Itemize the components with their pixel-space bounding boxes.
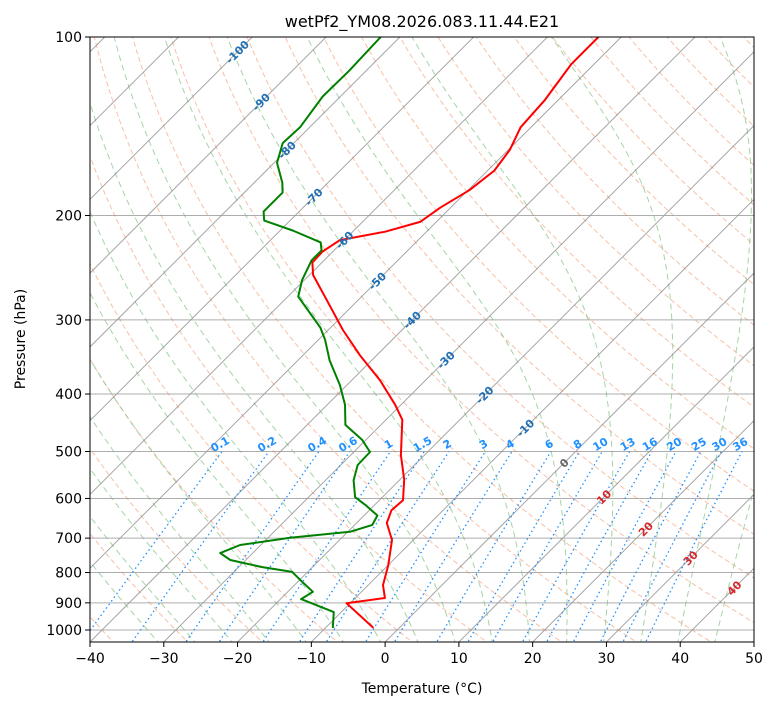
dry-adiabat [131,37,638,642]
dry-adiabat [93,37,563,642]
dry-adiabat [769,24,775,645]
y-tick-label: 600 [55,491,82,507]
mixing-ratio-line [491,451,603,642]
dry-adiabat [437,37,754,367]
dry-adiabat [361,37,754,450]
x-tick-label: 30 [598,651,616,667]
x-tick-label: 0 [381,651,390,667]
mixing-ratio-label: 3 [477,437,490,452]
isotherm [90,37,549,496]
moist-adiabat [90,210,382,642]
mixing-ratio-line [435,451,552,642]
isotherm [90,37,327,274]
axes: −40 −30 −20 −10 0 10 20 30 40 50 100 200 300 400 500 60… [46,30,763,667]
x-tick-label: −40 [75,651,105,667]
isotherm [163,51,754,642]
isotherm [458,346,754,642]
y-tick-label: 400 [55,387,82,403]
dry-adiabat [90,262,413,642]
x-tick-label: 20 [524,651,542,667]
mixing-ratio-line [90,451,223,632]
mixing-ratio-line [622,451,722,642]
mixing-ratio-line [599,451,702,642]
dewpoint-profile [219,37,382,628]
mixing-ratio-line [262,451,392,642]
isotherm [531,419,754,642]
moist-adiabat [90,415,270,642]
mixing-ratio-line [325,451,450,642]
y-tick-label: 700 [55,531,82,547]
dry-adiabat [90,358,339,642]
mixing-ratio-line [644,451,743,642]
background-lines [0,10,775,655]
mixing-ratio-line [521,451,631,642]
dry-adiabat [284,37,754,535]
y-tick-label: 100 [55,30,82,46]
mixing-ratio-line [298,451,425,642]
y-tick-label: 300 [55,313,82,329]
y-tick-label: 500 [55,444,82,460]
profiles [219,37,600,629]
isotherm [753,641,754,642]
y-tick-label: 1000 [46,623,82,639]
isotherm-label: 10 [594,487,614,507]
moist-adiabat [90,291,344,642]
isotherm [90,37,622,569]
isotherm [90,37,180,127]
x-tick-label: 10 [450,651,468,667]
moist-adiabat [90,467,233,642]
dry-adiabat [590,37,754,206]
chart-title: wetPf2_YM08.2026.083.11.44.E21 [285,12,559,32]
isotherm [310,198,754,642]
dry-adiabat [666,37,754,127]
dry-adiabat [246,37,754,579]
moist-adiabat [411,37,614,642]
plot-frame [89,36,755,643]
mixing-ratio-label: 6 [543,437,556,452]
isotherm [90,37,401,348]
y-tick-label: 900 [55,596,82,612]
dry-adiabat [704,37,754,88]
temperature-profile [311,37,600,629]
isotherm [236,124,754,642]
isotherm [384,272,754,642]
isotherm [90,37,475,422]
mixing-ratio-line [572,451,677,642]
x-tick-label: −10 [297,651,327,667]
isotherm [90,37,696,642]
y-axis-label: Pressure (hPa) [13,289,29,389]
x-tick-label: −30 [149,651,179,667]
x-tick-label: 50 [745,651,763,667]
moist-adiabat [90,101,419,642]
mixing-ratio-line [467,451,581,642]
mixing-ratio-line [218,451,351,642]
y-tick-label: 200 [55,209,82,225]
isotherm-label: -90 [250,90,273,113]
line-labels: 0.1 0.2 0.4 0.6 1 1.5 2 3 4 6 8 10 13 16 20 25 30 36-100-… [209,38,751,599]
mixing-ratio-label: 2 [441,437,454,452]
mixing-ratio-line [364,451,486,642]
dry-adiabat [742,37,754,49]
x-tick-label: 40 [671,651,689,667]
y-tick-label: 800 [55,566,82,582]
mixing-ratio-line [393,451,513,642]
isotherm [0,10,58,655]
mixing-ratio-label: 4 [504,437,517,452]
dry-adiabat [90,447,264,642]
dry-adiabat [90,154,488,642]
isotherm [90,37,254,201]
x-tick-label: −20 [223,651,253,667]
dry-adiabat [322,37,754,492]
x-axis-label: Temperature (°C) [361,681,483,697]
isotherm [605,493,754,642]
mixing-ratio-line [131,451,270,642]
dry-adiabat [170,37,713,642]
moist-adiabat [113,37,456,642]
dry-adiabat [475,37,754,326]
